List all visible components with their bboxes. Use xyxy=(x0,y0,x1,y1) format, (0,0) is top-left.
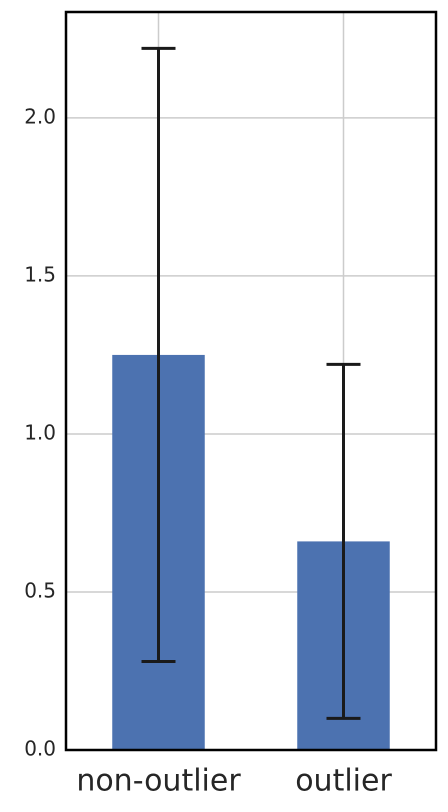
error-bar xyxy=(141,46,176,664)
y-tick-label: 0.0 xyxy=(24,737,56,761)
plot-frame xyxy=(64,10,438,752)
x-tick-label: outlier xyxy=(295,764,392,799)
y-tick-label: 0.5 xyxy=(24,578,56,602)
y-tick-label: 1.5 xyxy=(24,262,56,286)
x-tick-label: non-outlier xyxy=(76,764,241,799)
y-tick-label: 1.0 xyxy=(24,420,56,444)
error-bar xyxy=(326,362,361,720)
y-tick-label: 2.0 xyxy=(24,104,56,128)
